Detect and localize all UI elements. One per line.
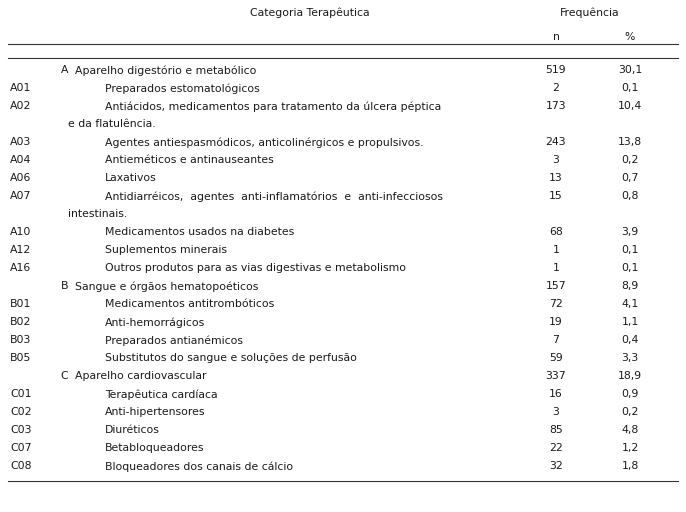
Text: Antiácidos, medicamentos para tratamento da úlcera péptica: Antiácidos, medicamentos para tratamento… bbox=[105, 101, 441, 112]
Text: Aparelho cardiovascular: Aparelho cardiovascular bbox=[75, 371, 206, 381]
Text: 0,1: 0,1 bbox=[622, 83, 639, 93]
Text: Substitutos do sangue e soluções de perfusão: Substitutos do sangue e soluções de perf… bbox=[105, 353, 357, 363]
Text: A07: A07 bbox=[10, 191, 32, 201]
Text: 19: 19 bbox=[549, 317, 563, 327]
Text: Medicamentos antitrombóticos: Medicamentos antitrombóticos bbox=[105, 299, 274, 309]
Text: A: A bbox=[60, 65, 68, 75]
Text: 15: 15 bbox=[549, 191, 563, 201]
Text: 0,2: 0,2 bbox=[622, 155, 639, 165]
Text: 13,8: 13,8 bbox=[618, 137, 642, 147]
Text: 2: 2 bbox=[552, 83, 560, 93]
Text: C01: C01 bbox=[10, 389, 32, 399]
Text: 72: 72 bbox=[549, 299, 563, 309]
Text: B02: B02 bbox=[10, 317, 32, 327]
Text: A03: A03 bbox=[10, 137, 32, 147]
Text: 0,9: 0,9 bbox=[622, 389, 639, 399]
Text: 22: 22 bbox=[549, 443, 563, 453]
Text: C: C bbox=[60, 371, 68, 381]
Text: 3: 3 bbox=[552, 155, 560, 165]
Text: Categoria Terapêutica: Categoria Terapêutica bbox=[250, 8, 370, 18]
Text: 3,9: 3,9 bbox=[622, 227, 639, 237]
Text: Antidiarréicos,  agentes  anti-inflamatórios  e  anti-infecciosos: Antidiarréicos, agentes anti-inflamatóri… bbox=[105, 191, 443, 202]
Text: 8,9: 8,9 bbox=[622, 281, 639, 291]
Text: %: % bbox=[625, 32, 635, 42]
Text: Medicamentos usados na diabetes: Medicamentos usados na diabetes bbox=[105, 227, 294, 237]
Text: Antieméticos e antinauseantes: Antieméticos e antinauseantes bbox=[105, 155, 274, 165]
Text: intestinais.: intestinais. bbox=[68, 209, 127, 219]
Text: 4,1: 4,1 bbox=[622, 299, 639, 309]
Text: 4,8: 4,8 bbox=[622, 425, 639, 435]
Text: e da flatulência.: e da flatulência. bbox=[68, 119, 156, 129]
Text: 157: 157 bbox=[545, 281, 567, 291]
Text: Preparados antianémicos: Preparados antianémicos bbox=[105, 335, 243, 346]
Text: A06: A06 bbox=[10, 173, 32, 183]
Text: 173: 173 bbox=[545, 101, 567, 111]
Text: 85: 85 bbox=[549, 425, 563, 435]
Text: 0,4: 0,4 bbox=[622, 335, 639, 345]
Text: Outros produtos para as vias digestivas e metabolismo: Outros produtos para as vias digestivas … bbox=[105, 263, 406, 273]
Text: 243: 243 bbox=[545, 137, 567, 147]
Text: 3,3: 3,3 bbox=[622, 353, 639, 363]
Text: 30,1: 30,1 bbox=[618, 65, 642, 75]
Text: 7: 7 bbox=[552, 335, 560, 345]
Text: 337: 337 bbox=[545, 371, 567, 381]
Text: 32: 32 bbox=[549, 461, 563, 471]
Text: Aparelho digestório e metabólico: Aparelho digestório e metabólico bbox=[75, 65, 257, 75]
Text: B01: B01 bbox=[10, 299, 32, 309]
Text: 68: 68 bbox=[549, 227, 563, 237]
Text: A04: A04 bbox=[10, 155, 32, 165]
Text: C02: C02 bbox=[10, 407, 32, 417]
Text: 59: 59 bbox=[549, 353, 563, 363]
Text: Anti-hemorrágicos: Anti-hemorrágicos bbox=[105, 317, 205, 328]
Text: 1,8: 1,8 bbox=[622, 461, 639, 471]
Text: Betabloqueadores: Betabloqueadores bbox=[105, 443, 204, 453]
Text: Preparados estomatológicos: Preparados estomatológicos bbox=[105, 83, 260, 94]
Text: 0,2: 0,2 bbox=[622, 407, 639, 417]
Text: 0,7: 0,7 bbox=[622, 173, 639, 183]
Text: A02: A02 bbox=[10, 101, 32, 111]
Text: Anti-hipertensores: Anti-hipertensores bbox=[105, 407, 206, 417]
Text: Sangue e órgãos hematopoéticos: Sangue e órgãos hematopoéticos bbox=[75, 281, 259, 291]
Text: B05: B05 bbox=[10, 353, 32, 363]
Text: 16: 16 bbox=[549, 389, 563, 399]
Text: Suplementos minerais: Suplementos minerais bbox=[105, 245, 227, 255]
Text: 3: 3 bbox=[552, 407, 560, 417]
Text: 10,4: 10,4 bbox=[618, 101, 642, 111]
Text: 13: 13 bbox=[549, 173, 563, 183]
Text: Terapêutica cardíaca: Terapêutica cardíaca bbox=[105, 389, 217, 399]
Text: 1: 1 bbox=[552, 263, 560, 273]
Text: Frequência: Frequência bbox=[560, 8, 620, 18]
Text: Agentes antiespasmódicos, anticolinérgicos e propulsivos.: Agentes antiespasmódicos, anticolinérgic… bbox=[105, 137, 423, 147]
Text: 0,1: 0,1 bbox=[622, 245, 639, 255]
Text: 519: 519 bbox=[545, 65, 567, 75]
Text: A16: A16 bbox=[10, 263, 32, 273]
Text: 0,8: 0,8 bbox=[622, 191, 639, 201]
Text: C08: C08 bbox=[10, 461, 32, 471]
Text: C07: C07 bbox=[10, 443, 32, 453]
Text: Diuréticos: Diuréticos bbox=[105, 425, 160, 435]
Text: 0,1: 0,1 bbox=[622, 263, 639, 273]
Text: B: B bbox=[60, 281, 68, 291]
Text: A10: A10 bbox=[10, 227, 32, 237]
Text: 18,9: 18,9 bbox=[618, 371, 642, 381]
Text: C03: C03 bbox=[10, 425, 32, 435]
Text: n: n bbox=[552, 32, 560, 42]
Text: Bloqueadores dos canais de cálcio: Bloqueadores dos canais de cálcio bbox=[105, 461, 293, 472]
Text: A12: A12 bbox=[10, 245, 32, 255]
Text: 1: 1 bbox=[552, 245, 560, 255]
Text: A01: A01 bbox=[10, 83, 32, 93]
Text: 1,2: 1,2 bbox=[622, 443, 639, 453]
Text: B03: B03 bbox=[10, 335, 32, 345]
Text: Laxativos: Laxativos bbox=[105, 173, 156, 183]
Text: 1,1: 1,1 bbox=[622, 317, 639, 327]
